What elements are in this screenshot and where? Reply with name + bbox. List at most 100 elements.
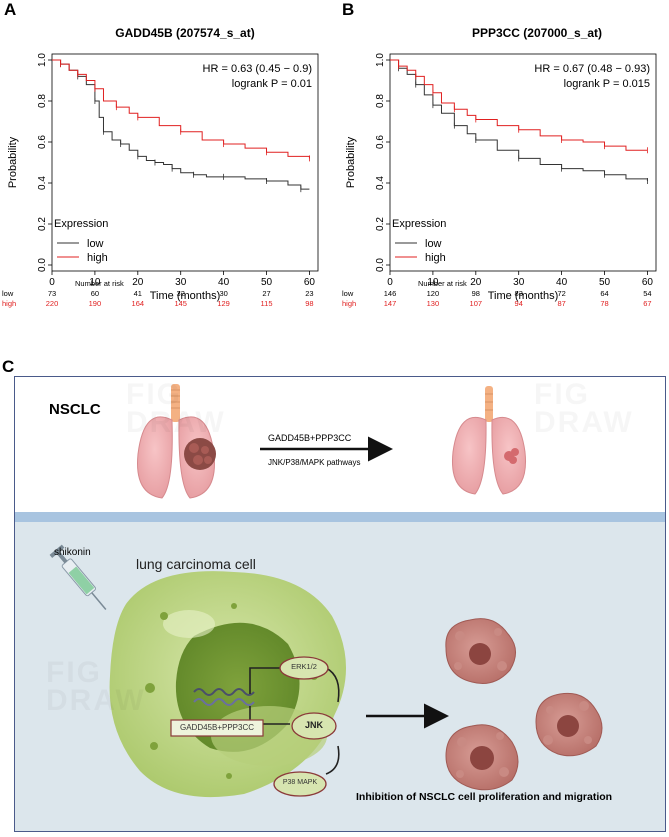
risk-count: 60 [90, 289, 100, 298]
risk-count: 115 [260, 299, 273, 308]
km-curve-high [390, 59, 648, 151]
risk-header-a: Number at risk [75, 279, 124, 288]
risk-header-b: Number at risk [418, 279, 467, 288]
x-tick-label: 20 [470, 277, 482, 288]
carcinoma-cell-drawing [109, 571, 347, 798]
watermark-draw-2: DRAW [534, 406, 634, 440]
y-tick-label: 1.0 [375, 53, 386, 67]
x-tick-label: 50 [261, 277, 273, 288]
risk-count: 78 [600, 299, 609, 308]
y-tick-label: 1.0 [37, 53, 48, 67]
legend-title: Expression [392, 218, 446, 230]
legend-title: Expression [54, 218, 108, 230]
top-section-bg [14, 376, 666, 514]
watermark-draw-1: DRAW [126, 406, 226, 440]
x-tick-label: 10 [89, 277, 101, 288]
km-curve-low [52, 59, 310, 190]
risk-count: 190 [88, 299, 102, 308]
y-tick-label: 0.0 [37, 258, 48, 272]
risk-count: 54 [643, 289, 652, 298]
syringe-icon [49, 544, 107, 610]
y-axis-label: Probability [345, 136, 357, 188]
panel-c-letter: C [2, 357, 15, 376]
risk-count: 87 [557, 299, 566, 308]
mechanism-schematic: FIG DRAW FIG DRAW FIG DRAW NSCLC GADD45B… [14, 376, 666, 832]
risk-count: 32 [176, 289, 185, 298]
y-tick-label: 0.0 [375, 258, 386, 272]
y-tick-label: 0.6 [37, 135, 48, 149]
panel-a-title: GADD45B (207574_s_at) [115, 26, 255, 40]
risk-count: 67 [643, 299, 652, 308]
legend-low-label: low [425, 238, 442, 250]
risk-count: 30 [219, 289, 228, 298]
risk-high-label-a: high [2, 299, 17, 308]
y-tick-label: 0.4 [375, 176, 386, 190]
y-tick-label: 0.8 [37, 94, 48, 108]
lung-with-tumor-icon [137, 384, 216, 499]
km-plot-b: 0 10 20 30 40 50 60 0.0 0.2 0.4 0.6 0.8 1.0 Time (mon… [345, 53, 657, 302]
y-tick-label: 0.2 [37, 217, 48, 231]
risk-count: 130 [426, 299, 440, 308]
risk-count: 73 [47, 289, 57, 298]
y-tick-label: 0.4 [37, 176, 48, 190]
p38-node: P38 MAPK [282, 779, 318, 786]
risk-count: 94 [514, 299, 523, 308]
risk-count: 129 [217, 299, 230, 308]
y-tick-label: 0.6 [375, 135, 386, 149]
x-axis-label: Time (months) [488, 290, 559, 302]
x-tick-label: 10 [427, 277, 439, 288]
risk-count: 98 [471, 289, 480, 298]
risk-count: 145 [174, 299, 187, 308]
cell-title-label: lung carcinoma cell [136, 556, 256, 572]
gene-box-label: GADD45B+PPP3CC [179, 723, 255, 732]
risk-low-label-b: low [342, 289, 354, 298]
panel-b-letter: B [342, 0, 355, 19]
panel-b-title: PPP3CC (207000_s_at) [471, 26, 603, 40]
y-tick-label: 0.8 [375, 94, 386, 108]
risk-count: 98 [305, 299, 314, 308]
legend-high-label: high [87, 252, 108, 264]
risk-table-a: Number at risk low high 73 60 41 32 30 27 23 2… [0, 279, 330, 309]
hazard-ratio-label: HR = 0.67 (0.48 − 0.93) [534, 63, 650, 75]
x-tick-label: 50 [599, 277, 611, 288]
logrank-p-label: logrank P = 0.01 [232, 78, 312, 90]
x-tick-label: 30 [513, 277, 525, 288]
risk-count: 41 [133, 289, 142, 298]
risk-count: 164 [131, 299, 145, 308]
plot-frame [51, 53, 319, 272]
x-tick-label: 0 [49, 277, 55, 288]
panel-a-letter: A [4, 0, 17, 19]
plot-frame [389, 53, 657, 272]
y-tick-label: 0.2 [375, 217, 386, 231]
watermark-draw-3: DRAW [46, 684, 146, 718]
x-tick-label: 60 [304, 277, 316, 288]
schematic-border [14, 376, 666, 832]
risk-count: 27 [262, 289, 271, 298]
risk-high-label-b: high [342, 299, 357, 308]
dying-tumor-cells-drawing [445, 618, 603, 791]
x-tick-label: 40 [218, 277, 230, 288]
hazard-ratio-label: HR = 0.63 (0.45 − 0.9) [203, 63, 312, 75]
risk-table-b: Number at risk low high 146 120 98 83 72 64 54… [338, 279, 668, 309]
lung-treated-icon [451, 386, 527, 495]
section-divider [14, 512, 666, 522]
legend-low-label: low [87, 238, 104, 250]
jnk-node: JNK [304, 720, 323, 730]
schematic-drawing [14, 376, 666, 832]
risk-count: 120 [426, 289, 440, 298]
shikonin-label: shikonin [54, 547, 91, 558]
legend-high-label: high [425, 252, 446, 264]
km-curve-low [390, 59, 648, 181]
risk-count: 146 [383, 289, 397, 298]
risk-low-label-a: low [2, 289, 14, 298]
x-tick-label: 60 [642, 277, 654, 288]
logrank-p-label: logrank P = 0.015 [564, 78, 650, 90]
x-tick-label: 30 [175, 277, 187, 288]
x-tick-label: 0 [387, 277, 393, 288]
risk-count: 72 [557, 289, 566, 298]
risk-count: 23 [305, 289, 314, 298]
x-tick-label: 20 [132, 277, 144, 288]
conclusion-label: Inhibition of NSCLC cell proliferation a… [356, 791, 613, 803]
y-axis-label: Probability [7, 136, 19, 188]
pathway-genes-label: GADD45B+PPP3CC [268, 433, 352, 443]
